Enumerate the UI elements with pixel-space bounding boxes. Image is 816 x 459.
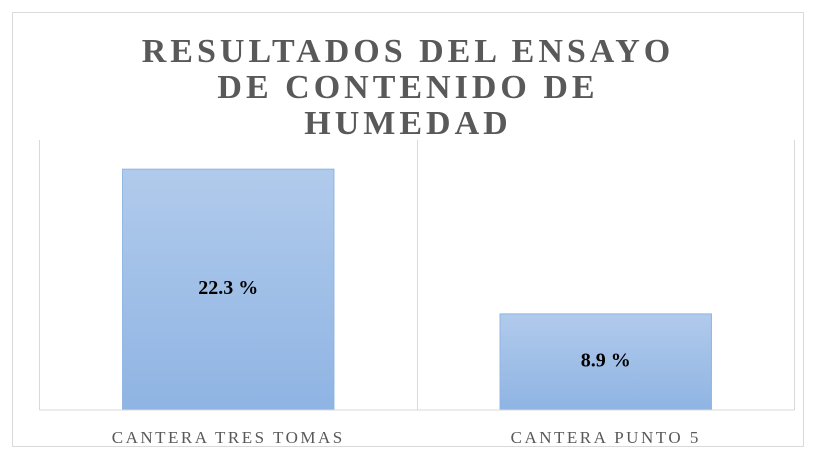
x-tick-label: CANTERA TRES TOMAS <box>112 428 345 447</box>
data-label: 8.9 % <box>581 350 631 372</box>
bar <box>122 168 335 411</box>
chart-title: RESULTADOS DEL ENSAYO DE CONTENIDO DE HU… <box>141 33 675 142</box>
data-label: 22.3 % <box>198 277 258 299</box>
x-tick-label: CANTERA PUNTO 5 <box>511 428 701 447</box>
bar <box>499 313 712 411</box>
